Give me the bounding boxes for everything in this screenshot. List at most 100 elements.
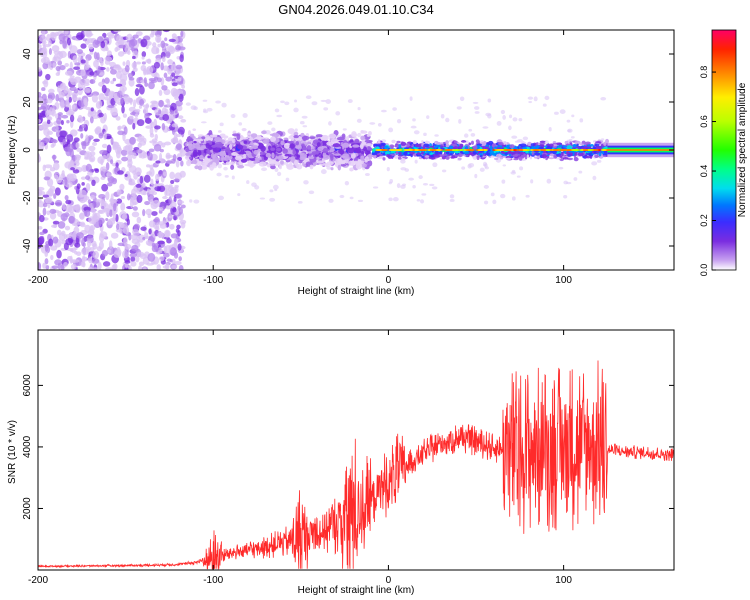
spectrogram-cell bbox=[48, 48, 52, 55]
spectrogram-cell bbox=[420, 151, 425, 155]
spectrogram-cell bbox=[85, 106, 92, 111]
spectrogram-cell bbox=[169, 110, 175, 115]
spectrogram-cell bbox=[502, 164, 507, 167]
spectrogram-cell bbox=[127, 158, 133, 167]
snr-x-tick-label: -200 bbox=[28, 575, 48, 586]
spectrogram-cell bbox=[342, 128, 347, 131]
spectrogram-cell bbox=[297, 152, 305, 156]
spectrogram-cell bbox=[158, 109, 162, 115]
spectrogram-cell bbox=[164, 188, 168, 197]
spectrogram-cell bbox=[98, 217, 105, 225]
spectrogram-cell bbox=[587, 146, 592, 149]
spectrogram-cell bbox=[129, 136, 136, 145]
spectrogram-cell bbox=[148, 220, 156, 228]
spectrogram-cell bbox=[237, 144, 244, 150]
spectrogram-cell bbox=[74, 242, 81, 248]
spectrogram-cell bbox=[101, 183, 109, 192]
spectrogram-cell bbox=[568, 138, 573, 143]
spectrogram-cell bbox=[347, 99, 353, 104]
spectrogram-cell bbox=[68, 96, 72, 103]
spectrogram-cell bbox=[147, 152, 153, 161]
spectrogram-cell bbox=[42, 202, 48, 208]
spectrogram-cell bbox=[218, 195, 225, 201]
spectrogram-cell bbox=[432, 162, 438, 168]
spectrogram-cell bbox=[170, 179, 175, 185]
spectrogram-cell bbox=[98, 112, 104, 118]
spectrogram-cell bbox=[445, 151, 450, 154]
spectrogram-cell bbox=[357, 106, 361, 111]
spectrogram-cell bbox=[135, 83, 143, 88]
spectrogram-cell bbox=[441, 154, 448, 157]
spectrogram-cell bbox=[120, 195, 125, 200]
spectrogram-cell bbox=[145, 208, 152, 216]
spectrogram-cell bbox=[69, 173, 77, 182]
spectrogram-cell bbox=[136, 216, 142, 224]
spectrogram-cell bbox=[38, 186, 45, 191]
spectrogram-x-axis-label: Height of straight line (km) bbox=[298, 286, 415, 297]
spectrogram-cell bbox=[546, 145, 553, 150]
spectrogram-cell bbox=[253, 161, 257, 164]
spectrogram-cell bbox=[171, 63, 177, 72]
spectrogram-cell bbox=[598, 151, 602, 157]
spectrogram-cell bbox=[185, 148, 190, 153]
spectrogram-cell bbox=[65, 238, 73, 246]
spectrogram-cell bbox=[165, 76, 172, 82]
spectrogram-cell bbox=[240, 137, 248, 140]
spectrogram-cell bbox=[122, 226, 130, 235]
spectrogram-cell bbox=[90, 194, 96, 200]
spectrogram-cell bbox=[408, 177, 415, 181]
spectrogram-cell bbox=[289, 143, 295, 149]
spectrogram-cell bbox=[372, 186, 379, 189]
spectrogram-cell bbox=[105, 162, 110, 171]
spectrogram-cell bbox=[38, 112, 45, 118]
snr-series-line bbox=[38, 360, 674, 570]
spectrogram-cell bbox=[124, 260, 131, 264]
spectrogram-cell bbox=[89, 71, 95, 76]
spectrogram-cell bbox=[258, 161, 267, 167]
spectrogram-cell bbox=[271, 132, 280, 138]
spectrogram-cell bbox=[164, 37, 168, 42]
colorbar: 0.0 0.2 0.4 0.6 0.8 Normalized spectral ampl… bbox=[699, 29, 748, 276]
spectrogram-cell bbox=[85, 134, 89, 143]
spectrogram-cell bbox=[117, 170, 124, 175]
spectrogram-cell bbox=[309, 164, 314, 170]
spectrogram-cell bbox=[356, 118, 362, 123]
spectrogram-cell bbox=[115, 223, 120, 230]
spectrogram-cell bbox=[115, 162, 119, 169]
spectrogram-cell bbox=[490, 192, 495, 197]
spectrogram-cell bbox=[132, 34, 139, 39]
spectrogram-cell bbox=[155, 160, 161, 164]
spectrogram-cell bbox=[124, 64, 130, 73]
spectrogram-cell bbox=[99, 231, 108, 239]
spectrogram-cell bbox=[84, 156, 89, 160]
spectrogram-cell bbox=[465, 145, 469, 149]
spectrogram-cell bbox=[494, 149, 505, 151]
spectrogram-cell bbox=[544, 149, 551, 151]
spectrogram-cell bbox=[42, 62, 49, 70]
spectrogram-cell bbox=[177, 205, 181, 211]
spectrogram-cell bbox=[400, 159, 406, 164]
spectrogram-cell bbox=[187, 130, 192, 136]
spectrogram-cell bbox=[594, 154, 599, 158]
spectrogram-cell bbox=[98, 100, 103, 109]
spectrogram-cell bbox=[472, 151, 477, 155]
spectrogram-cell bbox=[294, 128, 298, 132]
spectrogram-cell bbox=[176, 80, 184, 85]
spectrogram-cell bbox=[364, 159, 368, 163]
snr-y-tick-label: 6000 bbox=[22, 374, 33, 397]
spectrogram-cell bbox=[394, 154, 398, 159]
spectrogram-cell bbox=[416, 199, 421, 202]
spectrogram-cell bbox=[64, 194, 69, 201]
spectrogram-cell bbox=[141, 51, 147, 58]
spectrogram-cell bbox=[145, 164, 151, 168]
spectrogram-cell bbox=[143, 174, 151, 183]
spectrogram-cell bbox=[511, 169, 516, 174]
spectrogram-cell bbox=[60, 213, 68, 221]
spectrogram-cell bbox=[171, 82, 178, 87]
spectrogram-cell bbox=[55, 176, 63, 184]
spectrogram-cell bbox=[463, 151, 470, 155]
spectrogram-cell bbox=[232, 148, 236, 152]
spectrogram-cell bbox=[38, 67, 42, 72]
spectrogram-cell bbox=[106, 182, 113, 187]
spectrogram-cell bbox=[48, 238, 54, 247]
